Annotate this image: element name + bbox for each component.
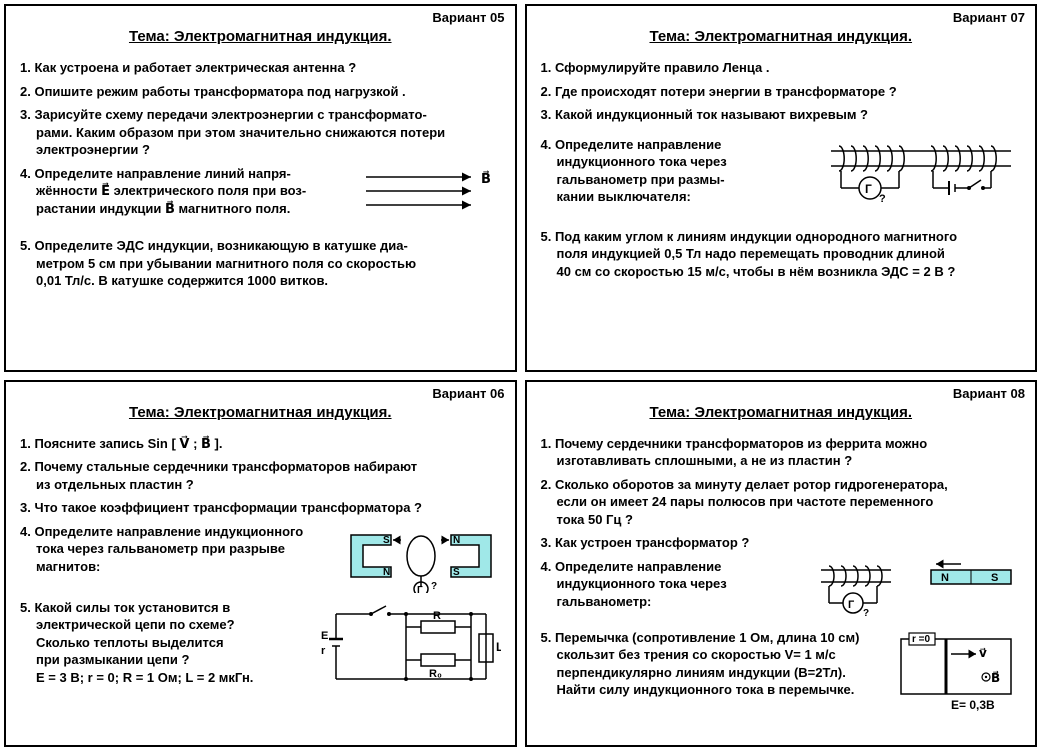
svg-text:B⃗: B⃗ [481, 170, 491, 185]
q4: 4. Определите направление индукционного … [20, 523, 501, 593]
svg-text:S: S [991, 572, 998, 584]
q3: 3. Какой индукционный ток называют вихре… [541, 106, 1022, 124]
q5: 5. Перемычка (сопротивление 1 Ом, длина … [541, 629, 1022, 714]
card-07: Вариант 07 Тема: Электромагнитная индукц… [525, 4, 1038, 372]
q1: 1. Сформулируйте правило Ленца . [541, 59, 1022, 77]
q3: 3. Зарисуйте схему передачи электроэнерг… [20, 106, 501, 159]
q3: 3. Что такое коэффициент трансформации т… [20, 499, 501, 517]
svg-text:E= 0,3В: E= 0,3В [951, 698, 995, 712]
svg-text:r: r [321, 645, 326, 657]
q5: 5. Под каким углом к линиям индукции одн… [541, 228, 1022, 281]
card-08: Вариант 08 Тема: Электромагнитная индукц… [525, 380, 1038, 748]
svg-text:?: ? [863, 608, 869, 619]
coils-diagram: Г ? [821, 136, 1021, 216]
coil-magnet-diagram: Г ? N S [811, 558, 1021, 623]
q4: 4. Определите направление линий напря- ж… [20, 165, 501, 218]
svg-text:?: ? [879, 193, 886, 205]
svg-text:?: ? [431, 581, 437, 592]
svg-text:N: N [453, 535, 460, 546]
q5: 5. Определите ЭДС индукции, возникающую … [20, 237, 501, 290]
svg-text:Г: Г [865, 182, 872, 196]
arrows-diagram: B⃗ [361, 165, 501, 215]
q1: 1. Поясните запись Sin [ V⃗ ; B⃗ ]. [20, 435, 501, 453]
q2: 2. Где происходят потери энергии в транс… [541, 83, 1022, 101]
q2: 2. Опишите режим работы трансформатора п… [20, 83, 501, 101]
circuit-diagram: E r R R₀ L [321, 599, 501, 694]
svg-text:S: S [383, 535, 390, 546]
q3: 3. Как устроен трансформатор ? [541, 534, 1022, 552]
rails-diagram: v⃗ B⃗ r =0 E= 0,3В [891, 629, 1021, 714]
svg-text:B⃗: B⃗ [991, 671, 1000, 685]
svg-text:L: L [496, 640, 501, 654]
q2: 2. Почему стальные сердечники трансформа… [20, 458, 501, 493]
svg-text:N: N [383, 567, 390, 578]
svg-text:N: N [941, 572, 949, 584]
svg-text:S: S [453, 567, 460, 578]
magnets-diagram: S N N S Г ? [341, 523, 501, 593]
q1: 1. Почему сердечники трансформаторов из … [541, 435, 1022, 470]
card-05: Вариант 05 Тема: Электромагнитная индукц… [4, 4, 517, 372]
svg-text:E: E [321, 630, 328, 642]
variant-label: Вариант 06 [432, 386, 504, 401]
svg-text:Г: Г [848, 599, 855, 611]
variant-label: Вариант 05 [432, 10, 504, 25]
svg-text:R: R [433, 610, 441, 622]
topic-title: Тема: Электромагнитная индукция. [541, 404, 1022, 421]
svg-text:r =0: r =0 [912, 634, 931, 645]
q4: 4. Определите направление индукционного … [541, 558, 1022, 623]
q1: 1. Как устроена и работает электрическая… [20, 59, 501, 77]
svg-text:Г: Г [417, 585, 423, 593]
worksheet-grid: Вариант 05 Тема: Электромагнитная индукц… [0, 0, 1041, 751]
variant-label: Вариант 08 [953, 386, 1025, 401]
topic-title: Тема: Электромагнитная индукция. [20, 28, 501, 45]
q2: 2. Сколько оборотов за минуту делает рот… [541, 476, 1022, 529]
q4: 4. Определите направление индукционного … [541, 136, 1022, 216]
variant-label: Вариант 07 [953, 10, 1025, 25]
card-06: Вариант 06 Тема: Электромагнитная индукц… [4, 380, 517, 748]
q5: 5. Какой силы ток установится в электрич… [20, 599, 501, 694]
svg-text:v⃗: v⃗ [979, 646, 987, 660]
topic-title: Тема: Электромагнитная индукция. [20, 404, 501, 421]
svg-text:R₀: R₀ [429, 668, 442, 680]
topic-title: Тема: Электромагнитная индукция. [541, 28, 1022, 45]
